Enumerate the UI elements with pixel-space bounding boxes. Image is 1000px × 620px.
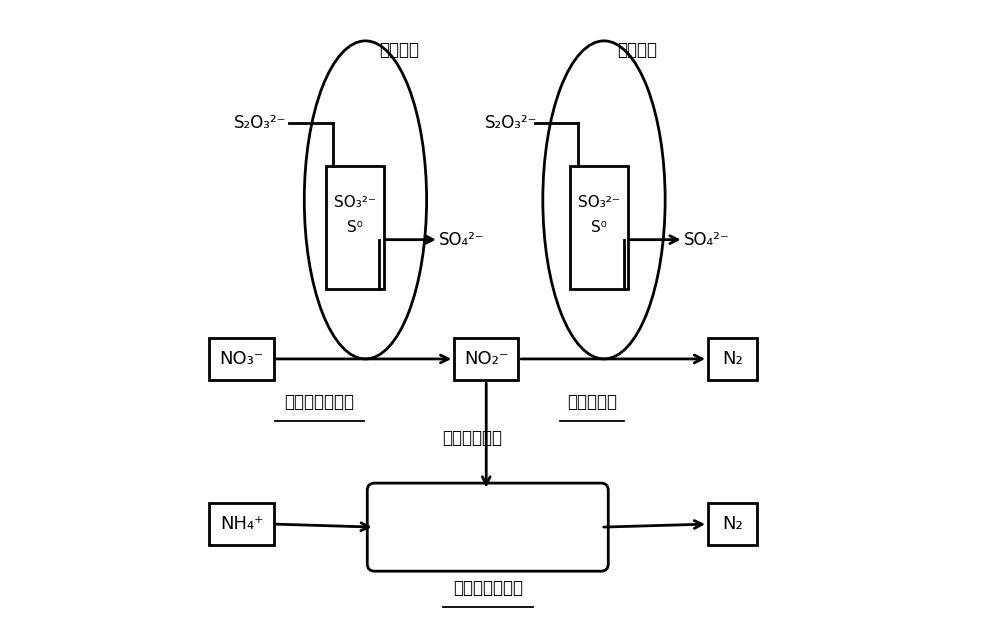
Text: SO₄²⁻: SO₄²⁻ <box>684 231 729 249</box>
Text: S₂O₃²⁻: S₂O₃²⁻ <box>234 115 286 133</box>
FancyBboxPatch shape <box>209 337 274 380</box>
Text: 硫氧化菌: 硫氧化菌 <box>618 41 658 59</box>
Text: NO₃⁻: NO₃⁻ <box>219 350 264 368</box>
FancyBboxPatch shape <box>570 166 628 288</box>
FancyBboxPatch shape <box>326 166 384 288</box>
Text: S₂O₃²⁻: S₂O₃²⁻ <box>485 115 537 133</box>
Text: NH₄⁺: NH₄⁺ <box>220 515 263 533</box>
Text: 短程反硝化反应: 短程反硝化反应 <box>285 392 355 410</box>
Text: NO₂⁻: NO₂⁻ <box>464 350 508 368</box>
Text: 厌氧氨氧化反应: 厌氧氨氧化反应 <box>453 579 523 597</box>
Text: N₂: N₂ <box>722 515 743 533</box>
Text: 硫氧化菌: 硫氧化菌 <box>379 41 419 59</box>
FancyBboxPatch shape <box>367 483 608 571</box>
Text: SO₃²⁻
S⁰: SO₃²⁻ S⁰ <box>334 195 376 235</box>
FancyBboxPatch shape <box>209 503 274 546</box>
Text: SO₃²⁻
S⁰: SO₃²⁻ S⁰ <box>578 195 620 235</box>
Text: 厌氧氨氧化菌: 厌氧氨氧化菌 <box>442 430 502 448</box>
Text: SO₄²⁻: SO₄²⁻ <box>439 231 484 249</box>
Text: 反硝化反应: 反硝化反应 <box>567 392 617 410</box>
FancyBboxPatch shape <box>708 337 757 380</box>
FancyBboxPatch shape <box>708 503 757 546</box>
FancyBboxPatch shape <box>454 337 518 380</box>
Text: N₂: N₂ <box>722 350 743 368</box>
